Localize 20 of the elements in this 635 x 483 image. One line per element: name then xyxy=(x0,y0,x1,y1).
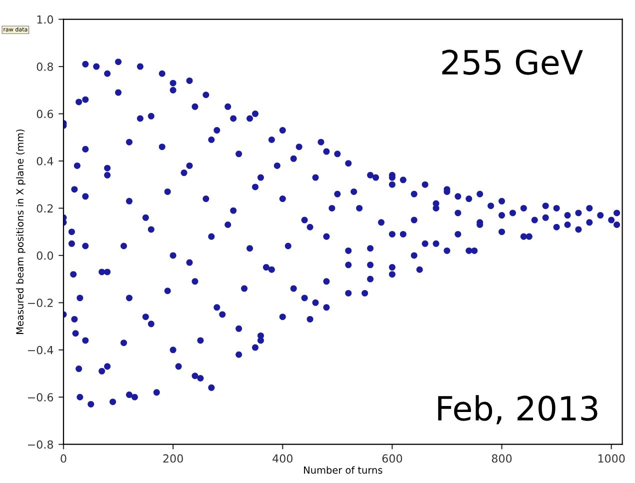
y-tick-label: 0.6 xyxy=(36,110,54,118)
x-axis-title: Number of turns xyxy=(304,466,382,474)
x-tick-label: 200 xyxy=(163,454,183,463)
x-tick-label: 1000 xyxy=(598,454,625,463)
y-tick-label: −0.6 xyxy=(28,393,54,402)
x-tick-label: 400 xyxy=(272,454,293,463)
y-axis-title: Measured beam positions in X plane (mm) xyxy=(16,130,26,334)
x-tick-label: 800 xyxy=(492,454,512,463)
y-tick-label: 0.4 xyxy=(36,156,54,166)
text: 1.0 xyxy=(37,15,54,24)
annotation: Feb, 2013 xyxy=(438,395,598,424)
y-tick-label: 0.2 xyxy=(36,204,53,213)
y-tick-label: −0.2 xyxy=(28,298,53,308)
x-tick-label: 0 xyxy=(60,454,66,463)
annotation: 255 GeV xyxy=(442,50,583,75)
x-tick-label: 600 xyxy=(382,454,402,463)
y-tick-label: −0.4 xyxy=(28,346,54,354)
y-tick-label: −0.8 xyxy=(28,440,54,449)
y-tick-label: 0.8 xyxy=(36,62,54,71)
text: 0.0 xyxy=(36,251,54,260)
